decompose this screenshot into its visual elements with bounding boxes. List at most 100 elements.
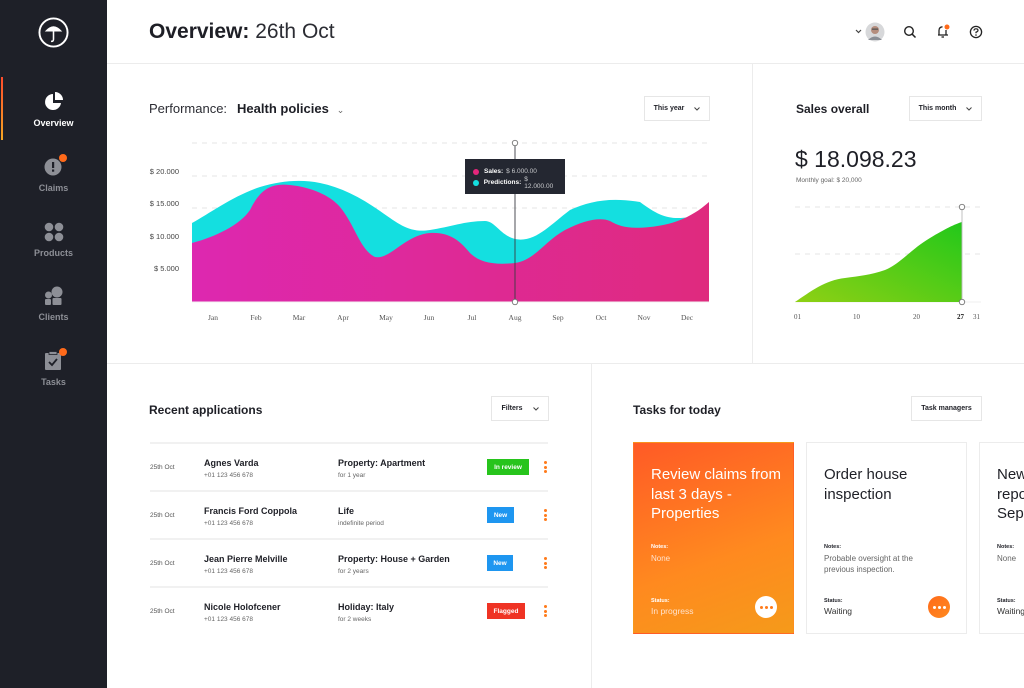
sales-overall-title: Sales overall bbox=[796, 102, 870, 116]
period-select-label: This year bbox=[653, 105, 685, 112]
x-tick: Jan bbox=[208, 313, 218, 322]
more-options-icon[interactable] bbox=[544, 509, 548, 521]
y-tick: $ 15.000 bbox=[149, 199, 179, 208]
page-title: Overview: 26th Oct bbox=[149, 20, 335, 44]
clipboard-check-icon bbox=[45, 351, 61, 370]
x-tick-current: 27 bbox=[957, 313, 964, 321]
more-options-icon[interactable] bbox=[544, 461, 548, 473]
period-select-month[interactable]: This month bbox=[909, 96, 982, 121]
more-options-icon[interactable] bbox=[544, 557, 548, 569]
filters-button[interactable]: Filters bbox=[491, 396, 549, 421]
task-status-label: Status: bbox=[997, 598, 1016, 604]
x-tick: Nov bbox=[637, 313, 651, 322]
task-managers-button[interactable]: Task managers bbox=[911, 396, 982, 421]
avatar[interactable] bbox=[865, 22, 885, 42]
page-title-label: Overview: bbox=[149, 20, 250, 43]
x-tick: Jul bbox=[467, 313, 477, 322]
page-header: Overview: 26th Oct bbox=[107, 0, 1024, 64]
period-select-label: This month bbox=[918, 105, 957, 112]
chevron-down-icon bbox=[966, 106, 973, 111]
task-status: Waiting bbox=[997, 606, 1024, 616]
grid-icon bbox=[44, 222, 64, 242]
umbrella-logo-icon[interactable] bbox=[38, 17, 69, 48]
row-product: Holiday: Italy bbox=[338, 602, 395, 612]
tooltip-sales-row: Sales: $ 6.000.00 bbox=[473, 166, 557, 177]
page-title-date: 26th Oct bbox=[255, 20, 335, 43]
y-tick: $ 20.000 bbox=[149, 167, 179, 176]
task-notes-label: Notes: bbox=[651, 544, 669, 550]
x-tick: Feb bbox=[250, 313, 262, 322]
row-name: Agnes Varda bbox=[204, 458, 259, 468]
tooltip-sales-value: $ 6.000.00 bbox=[506, 168, 537, 175]
row-date: 25th Oct bbox=[150, 560, 175, 567]
row-name: Francis Ford Coppola bbox=[204, 506, 298, 516]
x-tick: 31 bbox=[973, 313, 980, 321]
user-menu-chevron-icon[interactable] bbox=[855, 29, 862, 34]
status-badge: Flagged bbox=[487, 603, 525, 619]
row-product: Property: House + Garden bbox=[338, 554, 450, 564]
task-card[interactable]: Order house inspection Notes: Probable o… bbox=[806, 442, 967, 634]
tooltip-predictions-row: Predictions: $ 12.000.00 bbox=[473, 176, 557, 190]
table-row[interactable]: 25th Oct Agnes Varda +01 123 456 678 Pro… bbox=[150, 442, 548, 490]
more-options-icon[interactable] bbox=[544, 605, 548, 617]
task-card[interactable]: New report Sep Notes: None Status: Waiti… bbox=[979, 442, 1024, 634]
sidebar-item-label: Products bbox=[33, 248, 73, 258]
sidebar-item-label: Tasks bbox=[41, 377, 66, 387]
sidebar-item-tasks[interactable]: Tasks bbox=[0, 348, 107, 410]
row-product: Property: Apartment bbox=[338, 458, 426, 468]
x-tick: 10 bbox=[853, 313, 860, 321]
notification-dot bbox=[59, 154, 67, 162]
alert-icon bbox=[44, 158, 62, 176]
clients-icon bbox=[45, 286, 63, 305]
status-badge: New bbox=[487, 555, 513, 571]
sidebar-item-label: Claims bbox=[38, 183, 69, 193]
row-date: 25th Oct bbox=[150, 464, 175, 471]
task-title: Order house inspection bbox=[824, 466, 908, 503]
table-row[interactable]: 25th Oct Nicole Holofcener +01 123 456 6… bbox=[150, 586, 548, 634]
sidebar-item-clients[interactable]: Clients bbox=[0, 285, 107, 345]
x-tick: 01 bbox=[794, 313, 801, 321]
help-icon[interactable] bbox=[969, 25, 983, 39]
y-tick: $ 5.000 bbox=[153, 264, 179, 273]
search-icon[interactable] bbox=[903, 25, 917, 39]
task-title: Review claims from last 3 days - Propert… bbox=[651, 466, 782, 522]
policy-select[interactable]: Health policies bbox=[237, 101, 329, 116]
x-tick: Jun bbox=[423, 313, 435, 322]
x-tick: Sep bbox=[552, 313, 564, 322]
table-row[interactable]: 25th Oct Francis Ford Coppola +01 123 45… bbox=[150, 490, 548, 538]
table-row[interactable]: 25th Oct Jean Pierre Melville +01 123 45… bbox=[150, 538, 548, 586]
sidebar-item-label: Clients bbox=[38, 312, 69, 322]
x-tick: Dec bbox=[680, 313, 694, 322]
sidebar-item-products[interactable]: Products bbox=[0, 221, 107, 281]
row-product: Life bbox=[338, 506, 355, 516]
row-phone: +01 123 456 678 bbox=[204, 472, 253, 479]
sidebar-item-claims[interactable]: Claims bbox=[0, 154, 107, 216]
chevron-down-icon[interactable]: ⌄ bbox=[336, 105, 345, 115]
task-status: In progress bbox=[651, 606, 694, 616]
row-phone: +01 123 456 678 bbox=[204, 520, 253, 527]
x-tick: Apr bbox=[337, 313, 349, 322]
period-select-year[interactable]: This year bbox=[644, 96, 710, 121]
row-term: for 2 years bbox=[338, 568, 369, 575]
task-managers-label: Task managers bbox=[921, 405, 972, 412]
task-notes: Probable oversight at the previous inspe… bbox=[824, 554, 913, 574]
performance-area-chart[interactable] bbox=[190, 135, 720, 310]
recent-applications-title: Recent applications bbox=[149, 403, 263, 417]
more-options-icon[interactable] bbox=[928, 596, 950, 618]
task-status: Waiting bbox=[824, 606, 853, 616]
task-card[interactable]: Review claims from last 3 days - Propert… bbox=[633, 442, 794, 634]
row-term: for 1 year bbox=[338, 472, 366, 479]
sidebar-item-label: Overview bbox=[33, 118, 74, 128]
divider bbox=[107, 363, 1024, 364]
more-options-icon[interactable] bbox=[755, 596, 777, 618]
x-tick: Aug bbox=[508, 313, 522, 322]
tasks-title: Tasks for today bbox=[633, 403, 721, 417]
sales-area-chart[interactable] bbox=[790, 200, 990, 310]
task-status-label: Status: bbox=[651, 598, 670, 604]
task-notes-label: Notes: bbox=[824, 544, 842, 550]
x-tick: May bbox=[379, 313, 393, 322]
row-name: Nicole Holofcener bbox=[204, 602, 281, 612]
sidebar-item-overview[interactable]: Overview bbox=[0, 91, 107, 151]
bell-icon[interactable] bbox=[936, 24, 950, 39]
x-tick: Oct bbox=[595, 313, 607, 322]
